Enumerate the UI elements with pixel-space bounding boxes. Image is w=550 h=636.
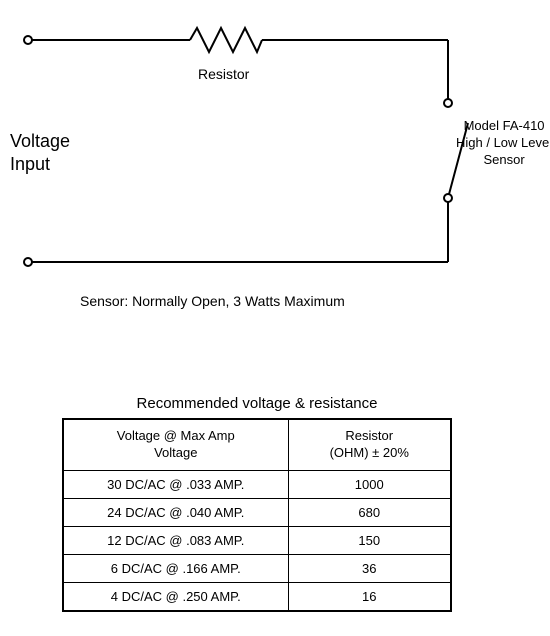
table-header-row: Voltage @ Max Amp Voltage Resistor (OHM)… (63, 419, 451, 470)
resistor-label: Resistor (198, 65, 249, 83)
cell-resistor: 1000 (288, 470, 451, 498)
sensor-line2: High / Low Level (456, 135, 550, 150)
voltage-text-2: Input (10, 154, 50, 174)
circuit-diagram: Voltage Input Resistor Model FA-410 High… (0, 0, 550, 290)
table-row: 12 DC/AC @ .083 AMP. 150 (63, 526, 451, 554)
cell-resistor: 16 (288, 582, 451, 611)
table-row: 30 DC/AC @ .033 AMP. 1000 (63, 470, 451, 498)
cell-voltage: 24 DC/AC @ .040 AMP. (63, 498, 288, 526)
table-row: 4 DC/AC @ .250 AMP. 16 (63, 582, 451, 611)
h2l1: Resistor (345, 428, 393, 443)
resistance-table: Voltage @ Max Amp Voltage Resistor (OHM)… (62, 418, 452, 612)
table-title: Recommended voltage & resistance (62, 395, 452, 412)
cell-voltage: 4 DC/AC @ .250 AMP. (63, 582, 288, 611)
cell-resistor: 680 (288, 498, 451, 526)
h1l1: Voltage @ Max Amp (117, 428, 235, 443)
header-voltage: Voltage @ Max Amp Voltage (63, 419, 288, 470)
sensor-note: Sensor: Normally Open, 3 Watts Maximum (80, 293, 345, 309)
table-row: 24 DC/AC @ .040 AMP. 680 (63, 498, 451, 526)
h1l2: Voltage (154, 445, 197, 460)
sensor-line3: Sensor (483, 152, 524, 167)
cell-voltage: 30 DC/AC @ .033 AMP. (63, 470, 288, 498)
cell-resistor: 150 (288, 526, 451, 554)
table-row: 6 DC/AC @ .166 AMP. 36 (63, 554, 451, 582)
voltage-input-label: Voltage Input (10, 130, 70, 177)
header-resistor: Resistor (OHM) ± 20% (288, 419, 451, 470)
h2l2: (OHM) ± 20% (330, 445, 409, 460)
sensor-label: Model FA-410 High / Low Level Sensor (456, 118, 550, 169)
cell-voltage: 6 DC/AC @ .166 AMP. (63, 554, 288, 582)
cell-voltage: 12 DC/AC @ .083 AMP. (63, 526, 288, 554)
sensor-line1: Model FA-410 (464, 118, 545, 133)
cell-resistor: 36 (288, 554, 451, 582)
table-section: Recommended voltage & resistance Voltage… (62, 395, 452, 612)
voltage-text-1: Voltage (10, 131, 70, 151)
table-body: 30 DC/AC @ .033 AMP. 1000 24 DC/AC @ .04… (63, 470, 451, 611)
